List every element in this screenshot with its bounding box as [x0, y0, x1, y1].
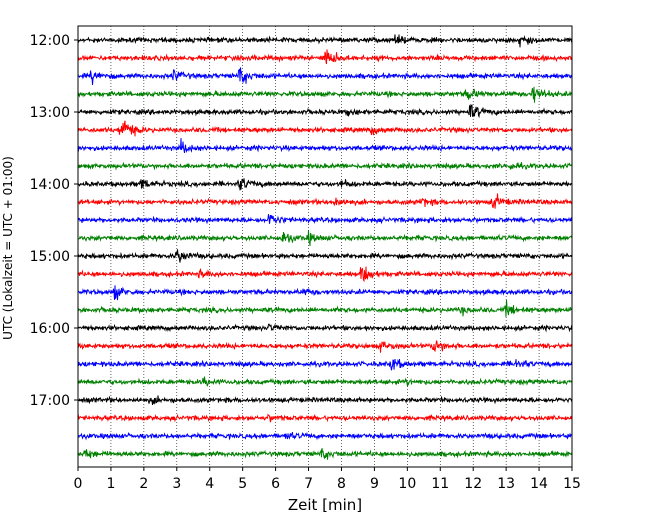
x-tick-label: 5 — [238, 476, 247, 492]
x-tick-label: 8 — [337, 476, 346, 492]
x-tick-label: 6 — [271, 476, 280, 492]
y-tick-label: 14:00 — [30, 177, 70, 193]
seismogram-trace — [77, 193, 573, 209]
seismogram-trace — [77, 358, 573, 371]
seismogram-trace — [77, 161, 573, 171]
seismogram-trace — [77, 67, 573, 86]
x-tick-label: 9 — [370, 476, 379, 492]
x-tick-label: 14 — [530, 476, 548, 492]
y-tick-label: 13:00 — [30, 105, 70, 121]
seismogram-trace — [77, 431, 573, 441]
x-axis-label: Zeit [min] — [288, 496, 362, 514]
traces — [77, 34, 573, 460]
seismogram-trace — [77, 340, 573, 353]
seismogram-trace — [77, 249, 573, 263]
seismogram-trace — [77, 448, 573, 460]
y-axis: 12:00 13:00 14:00 15:00 16:00 17:00 — [30, 33, 78, 409]
seismogram-trace — [77, 323, 573, 333]
seismogram-trace — [77, 413, 573, 423]
x-tick-label: 0 — [74, 476, 83, 492]
seismogram-trace — [77, 120, 573, 137]
x-tick-label: 7 — [304, 476, 313, 492]
x-tick-label: 2 — [139, 476, 148, 492]
x-tick-label: 12 — [464, 476, 482, 492]
seismogram-trace — [77, 86, 573, 103]
x-tick-label: 13 — [497, 476, 515, 492]
x-axis: 0 1 2 3 4 5 6 7 8 9 10 11 12 13 14 15 — [74, 467, 581, 492]
seismogram-trace — [77, 178, 573, 191]
y-tick-label: 16:00 — [30, 321, 70, 337]
x-tick-label: 1 — [106, 476, 115, 492]
seismogram-trace — [77, 266, 573, 283]
seismogram-trace — [77, 34, 573, 48]
y-tick-label: 17:00 — [30, 393, 70, 409]
plot-frame — [77, 25, 573, 468]
x-tick-label: 11 — [431, 476, 449, 492]
seismogram-trace — [77, 103, 573, 119]
x-tick-label: 3 — [172, 476, 181, 492]
y-axis-label: UTC (Lokalzeit = UTC + 01:00) — [1, 156, 15, 340]
seismogram-trace — [77, 49, 573, 65]
seismogram-trace — [77, 285, 573, 301]
x-tick-label: 4 — [205, 476, 214, 492]
seismogram-trace — [77, 376, 573, 387]
y-tick-label: 12:00 — [30, 33, 70, 49]
seismogram-trace — [77, 300, 573, 317]
seismogram-trace — [77, 138, 573, 154]
x-tick-label: 10 — [398, 476, 416, 492]
seismogram-trace — [77, 395, 573, 405]
seismogram-trace — [77, 230, 573, 247]
y-tick-label: 15:00 — [30, 249, 70, 265]
x-tick-label: 15 — [563, 476, 581, 492]
seismogram-trace — [77, 214, 573, 225]
